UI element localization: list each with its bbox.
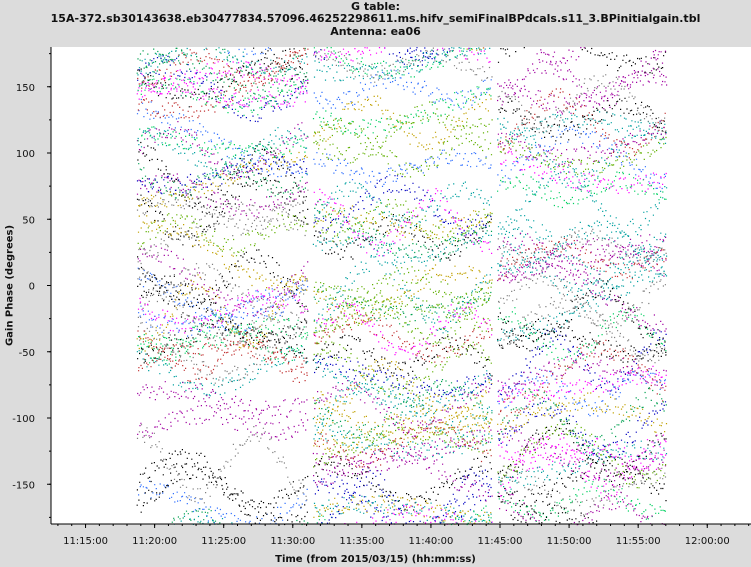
x-tick-label: 11:45:00 — [478, 536, 523, 547]
data-trace — [137, 73, 308, 108]
x-tick-label: 11:55:00 — [616, 536, 661, 547]
data-trace — [137, 405, 309, 441]
data-trace — [498, 238, 667, 282]
x-tick-label: 12:00:00 — [685, 536, 730, 547]
data-trace — [136, 345, 309, 397]
x-tick-label: 11:50:00 — [547, 536, 592, 547]
data-trace — [313, 253, 493, 334]
data-trace — [313, 292, 493, 334]
chart-title-line2: 15A-372.sb30143638.eb30477834.57096.4625… — [50, 12, 701, 25]
data-trace — [312, 391, 492, 436]
data-trace — [313, 92, 492, 151]
x-tick-label: 11:25:00 — [201, 536, 246, 547]
data-trace — [136, 274, 308, 352]
y-tick-label: -100 — [12, 414, 35, 425]
y-tick-label: 150 — [16, 83, 35, 94]
data-trace — [313, 426, 493, 468]
x-tick-label: 11:20:00 — [132, 536, 177, 547]
axes: 150 100 50 0 -50 -100 -150 11:15:00 11:20:00 11:2… — [12, 47, 751, 547]
y-tick-label: -50 — [19, 348, 35, 359]
x-tick-label: 11:40:00 — [408, 536, 453, 547]
data-trace — [137, 381, 308, 418]
data-trace — [497, 368, 666, 417]
data-segment-2 — [312, 47, 493, 526]
data-trace — [497, 318, 667, 363]
data-trace — [314, 101, 493, 164]
data-trace — [497, 74, 667, 134]
x-tick-label: 11:30:00 — [270, 536, 315, 547]
data-trace — [137, 127, 308, 178]
scatter-points — [136, 47, 668, 526]
data-trace — [313, 285, 492, 326]
data-trace — [136, 121, 309, 179]
data-trace — [497, 243, 668, 297]
data-trace — [497, 392, 668, 438]
y-axis-label: Gain Phase (degrees) — [4, 224, 16, 347]
x-tick-label: 11:15:00 — [63, 536, 108, 547]
y-tick-label: -150 — [12, 480, 35, 491]
data-trace — [138, 278, 308, 337]
y-tick-label: 0 — [29, 282, 35, 293]
x-tick-label: 11:35:00 — [339, 536, 384, 547]
plot-area — [51, 47, 751, 524]
data-trace — [136, 173, 308, 218]
data-segment-1 — [136, 47, 309, 526]
x-axis-label: Time (from 2015/03/15) (hh:mm:ss) — [275, 554, 476, 565]
y-tick-label: 50 — [22, 215, 35, 226]
data-trace — [313, 149, 492, 187]
chart-title-line1: G table: — [350, 0, 401, 13]
y-tick-label: 100 — [16, 149, 35, 160]
data-trace — [497, 68, 668, 115]
chart-title-line3: Antenna: ea06 — [330, 25, 421, 38]
data-trace — [137, 126, 308, 158]
data-segment-3 — [497, 47, 668, 526]
